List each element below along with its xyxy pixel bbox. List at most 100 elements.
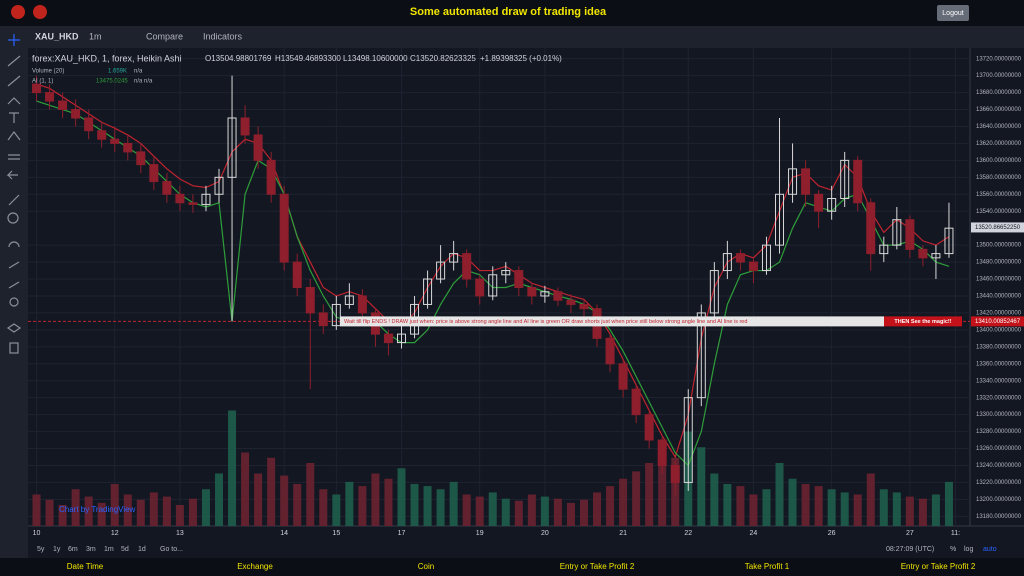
candle-body bbox=[266, 159, 276, 195]
log-toggle[interactable]: log bbox=[964, 546, 973, 553]
candle-body bbox=[436, 261, 446, 280]
range-button[interactable]: Go to... bbox=[160, 546, 183, 553]
volume-bar bbox=[527, 494, 536, 526]
volume-bar bbox=[579, 499, 588, 526]
volume-bar bbox=[723, 484, 732, 526]
volume-bar bbox=[606, 486, 615, 526]
y-tick-label: 13220.00000000 bbox=[976, 480, 1022, 486]
volume-bar bbox=[931, 494, 940, 526]
x-tick-label: 20 bbox=[541, 530, 549, 537]
y-tick-label: 13460.00000000 bbox=[976, 277, 1022, 283]
logo bbox=[33, 5, 47, 19]
interval[interactable]: 1m bbox=[89, 31, 102, 41]
logout-label[interactable]: Logout bbox=[942, 10, 963, 17]
ranges: 5y 1y 6m 3m 1m 5d 1d Go to... bbox=[37, 546, 183, 553]
legend-ai-value: 13475.0245 bbox=[96, 79, 128, 85]
x-tick-label: 26 bbox=[828, 530, 836, 537]
x-tick-label: 15 bbox=[332, 530, 340, 537]
logout-button[interactable] bbox=[937, 5, 969, 21]
candle-body bbox=[657, 439, 667, 466]
legend-volume: Volume (20) bbox=[32, 69, 64, 75]
y-tick-label: 13360.00000000 bbox=[976, 361, 1022, 367]
legend-ai-na: n/a n/a bbox=[134, 79, 153, 85]
y-tick-label: 13180.00000000 bbox=[976, 514, 1022, 520]
candle-body bbox=[527, 287, 537, 297]
volume-bar bbox=[866, 473, 875, 526]
candle-body bbox=[383, 333, 393, 344]
volume-bar bbox=[123, 494, 132, 526]
candle-body bbox=[162, 181, 172, 195]
y-tick-label: 13340.00000000 bbox=[976, 378, 1022, 384]
volume-bar bbox=[254, 473, 263, 526]
candle-body bbox=[605, 337, 615, 365]
volume-bar bbox=[332, 494, 341, 526]
candle-body bbox=[514, 270, 524, 288]
annotation-end-box bbox=[884, 316, 962, 327]
range-button[interactable]: 1m bbox=[104, 546, 114, 553]
y-tick-label: 13280.00000000 bbox=[976, 429, 1022, 435]
legend-close: C13520.82623325 bbox=[410, 54, 476, 63]
symbol[interactable]: XAU_HKD bbox=[35, 31, 79, 41]
legend-high: H13549.46893300 bbox=[275, 54, 341, 63]
y-tick-label: 13240.00000000 bbox=[976, 463, 1022, 469]
volume-bar bbox=[293, 484, 302, 526]
volume-bar bbox=[267, 457, 276, 526]
volume-bar bbox=[632, 471, 641, 526]
footer-item[interactable]: Entry or Take Profit 2 bbox=[560, 562, 635, 571]
compare[interactable]: Compare bbox=[146, 31, 183, 41]
x-tick-label: 27 bbox=[906, 530, 914, 537]
volume-bar bbox=[697, 447, 706, 526]
range-button[interactable]: 3m bbox=[86, 546, 96, 553]
volume-bar bbox=[827, 489, 836, 526]
candle-body bbox=[423, 278, 433, 305]
x-tick-label: 19 bbox=[476, 530, 484, 537]
range-button[interactable]: 1y bbox=[53, 546, 61, 553]
candle-body bbox=[475, 278, 485, 297]
footer-item[interactable]: Date Time bbox=[67, 562, 104, 571]
volume-bar bbox=[436, 489, 445, 526]
annotation-end: THEN See the magic!! bbox=[894, 319, 951, 325]
footer-item[interactable]: Entry or Take Profit 2 bbox=[901, 562, 976, 571]
volume-bar bbox=[397, 468, 406, 526]
x-tick-label: 13 bbox=[176, 530, 184, 537]
volume-bar bbox=[175, 505, 184, 526]
y-tick-label: 13500.00000000 bbox=[976, 243, 1022, 249]
top-bar bbox=[0, 0, 1024, 26]
y-tick-label: 13400.00000000 bbox=[976, 327, 1022, 333]
range-button[interactable]: 5d bbox=[121, 546, 129, 553]
candle-body bbox=[814, 193, 824, 212]
candle-body bbox=[827, 198, 837, 212]
candle-body bbox=[32, 83, 42, 94]
y-tick-label: 13660.00000000 bbox=[976, 107, 1022, 113]
volume-bar bbox=[566, 502, 575, 526]
volume-bar bbox=[358, 486, 367, 526]
candle-body bbox=[188, 202, 198, 205]
auto-toggle[interactable]: auto bbox=[983, 546, 997, 553]
volume-bar bbox=[462, 494, 471, 526]
candle-body bbox=[71, 109, 81, 119]
candle-body bbox=[123, 142, 133, 153]
footer-item[interactable]: Exchange bbox=[237, 562, 273, 571]
candle-body bbox=[501, 270, 511, 276]
candle-body bbox=[918, 248, 928, 259]
volume-bar bbox=[918, 498, 927, 526]
volume-bar bbox=[228, 410, 237, 526]
volume-bar bbox=[215, 473, 224, 526]
percent-toggle[interactable]: % bbox=[950, 546, 956, 553]
indicators[interactable]: Indicators bbox=[203, 31, 243, 41]
volume-bar bbox=[371, 473, 380, 526]
range-button[interactable]: 5y bbox=[37, 546, 45, 553]
volume-bar bbox=[241, 452, 250, 526]
volume-bar bbox=[384, 478, 393, 526]
volume-bar bbox=[514, 500, 523, 526]
footer-item[interactable]: Take Profit 1 bbox=[745, 562, 790, 571]
x-tick-label: 11: bbox=[951, 530, 960, 537]
x-tick-label: 22 bbox=[684, 530, 692, 537]
volume-bar bbox=[201, 489, 210, 526]
watermark: Chart by TradingView bbox=[59, 505, 136, 514]
range-button[interactable]: 6m bbox=[68, 546, 78, 553]
range-button[interactable]: 1d bbox=[138, 546, 146, 553]
footer-item[interactable]: Coin bbox=[418, 562, 434, 571]
current-price-tag bbox=[971, 222, 1024, 233]
candle-body bbox=[305, 287, 315, 314]
